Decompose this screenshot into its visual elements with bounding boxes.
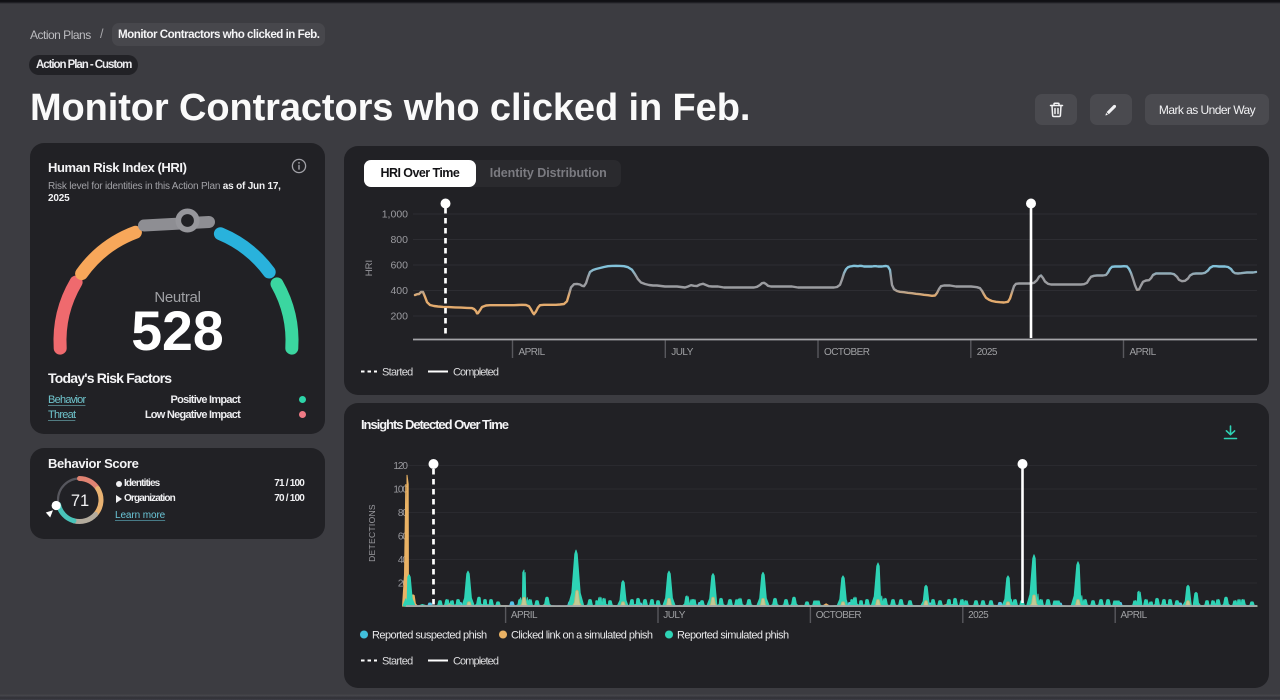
svg-text:Reported simulated phish: Reported simulated phish — [677, 630, 789, 642]
svg-text:Clicked link on a simulated ph: Clicked link on a simulated phish — [511, 630, 653, 642]
svg-text:600: 600 — [390, 260, 408, 272]
svg-text:Completed: Completed — [453, 656, 499, 668]
svg-text:40: 40 — [398, 555, 409, 566]
svg-text:JULY: JULY — [671, 347, 693, 358]
svg-text:1,000: 1,000 — [382, 209, 408, 221]
svg-text:60: 60 — [398, 532, 409, 543]
svg-text:Completed: Completed — [453, 367, 499, 379]
svg-text:APRIL: APRIL — [1121, 610, 1148, 621]
svg-text:2025: 2025 — [968, 610, 989, 621]
svg-text:80: 80 — [398, 508, 409, 519]
svg-text:APRIL: APRIL — [519, 347, 546, 358]
svg-text:400: 400 — [390, 285, 408, 297]
svg-text:OCTOBER: OCTOBER — [816, 610, 862, 621]
svg-text:71: 71 — [71, 492, 89, 510]
svg-text:JULY: JULY — [663, 610, 685, 621]
svg-text:120: 120 — [393, 461, 408, 472]
svg-text:OCTOBER: OCTOBER — [824, 347, 870, 358]
svg-text:APRIL: APRIL — [511, 610, 538, 621]
svg-text:800: 800 — [390, 234, 408, 246]
svg-text:APRIL: APRIL — [1130, 347, 1157, 358]
svg-text:100: 100 — [393, 485, 408, 496]
svg-text:Started: Started — [382, 656, 413, 668]
svg-text:200: 200 — [390, 311, 408, 323]
svg-text:Started: Started — [382, 367, 413, 379]
svg-text:DETECTIONS: DETECTIONS — [367, 504, 377, 562]
svg-text:2025: 2025 — [977, 347, 998, 358]
svg-text:HRI: HRI — [364, 260, 375, 276]
svg-text:Reported suspected phish: Reported suspected phish — [372, 630, 487, 642]
